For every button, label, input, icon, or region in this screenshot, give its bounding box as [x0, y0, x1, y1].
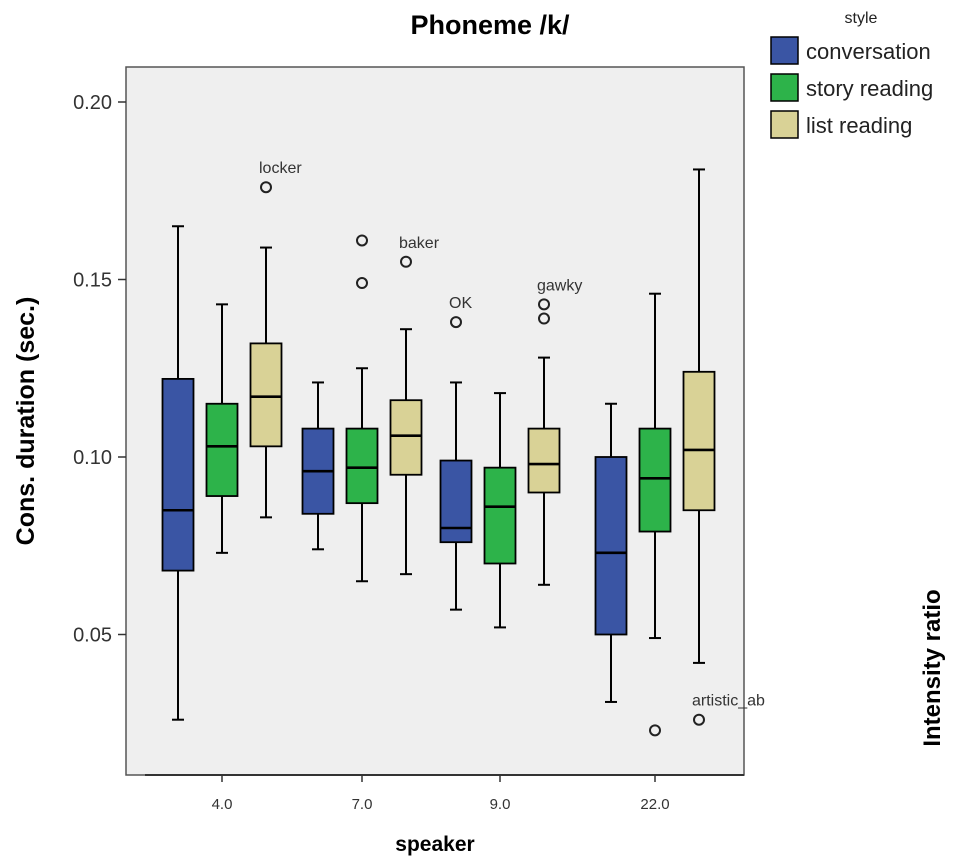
outlier-point — [450, 316, 462, 329]
box-conversation-4.0 — [161, 225, 195, 721]
outlier-point — [693, 713, 705, 726]
y-tick-label: 0.10 — [73, 447, 112, 469]
box-list-reading-22.0 — [682, 168, 716, 664]
box-body — [345, 427, 379, 505]
box-conversation-9.0 — [439, 381, 473, 611]
legend-label: list reading — [806, 113, 912, 138]
box-conversation-22.0 — [594, 402, 628, 703]
box-body — [527, 427, 561, 494]
box-story-reading-9.0 — [483, 392, 517, 629]
box-conversation-7.0 — [301, 381, 335, 551]
box-body — [161, 377, 195, 572]
outlier-label: gawky — [537, 277, 582, 294]
x-tick-label: 4.0 — [212, 796, 233, 813]
legend: style conversation story reading list read… — [770, 10, 933, 139]
legend-label: conversation — [806, 39, 931, 64]
box-group — [161, 168, 716, 721]
outlier-point — [400, 255, 412, 268]
box-list-reading-7.0 — [389, 328, 423, 576]
outlier-group: OK locker baker gawky artistic_ab — [259, 160, 765, 737]
outlier-label: OK — [449, 295, 472, 312]
right-axis-label: Intensity ratio — [919, 589, 946, 746]
box-body — [205, 402, 239, 497]
box-body — [389, 399, 423, 476]
legend-swatch — [770, 110, 799, 139]
box-body — [682, 370, 716, 512]
legend-swatch — [770, 73, 799, 102]
y-tick-label: 0.15 — [73, 270, 112, 292]
outlier-label: baker — [399, 235, 440, 252]
box-story-reading-7.0 — [345, 367, 379, 583]
outlier-point — [356, 277, 368, 290]
box-story-reading-22.0 — [638, 292, 672, 640]
x-axis-label: speaker — [395, 833, 474, 856]
box-body — [638, 427, 672, 533]
outlier-point — [260, 181, 272, 194]
x-tick-label: 9.0 — [490, 796, 511, 813]
box-body — [483, 466, 517, 565]
y-axis-label: Cons. duration (sec.) — [12, 297, 40, 546]
x-tick-label: 22.0 — [640, 796, 669, 813]
outlier-point — [649, 724, 661, 737]
box-body — [594, 456, 628, 636]
chart-title: Phoneme /k/ — [410, 10, 570, 40]
x-tick-label: 7.0 — [352, 796, 373, 813]
outlier-point — [538, 298, 550, 311]
box-list-reading-9.0 — [527, 356, 561, 586]
box-body — [249, 342, 283, 448]
outlier-point — [538, 312, 550, 325]
legend-title: style — [845, 10, 878, 27]
outlier-label: locker — [259, 160, 302, 177]
x-axis-ticks: 4.0 7.0 9.0 22.0 — [212, 775, 670, 813]
y-axis-ticks: 0.05 0.10 0.15 0.20 — [73, 92, 126, 647]
box-body — [439, 459, 473, 544]
y-tick-label: 0.20 — [73, 92, 112, 114]
outlier-label: artistic_ab — [692, 693, 765, 710]
box-list-reading-4.0 — [249, 246, 283, 519]
legend-label: story reading — [806, 76, 933, 101]
outlier-point — [356, 234, 368, 247]
legend-swatch — [770, 36, 799, 65]
box-story-reading-4.0 — [205, 303, 239, 554]
y-tick-label: 0.05 — [73, 625, 112, 647]
